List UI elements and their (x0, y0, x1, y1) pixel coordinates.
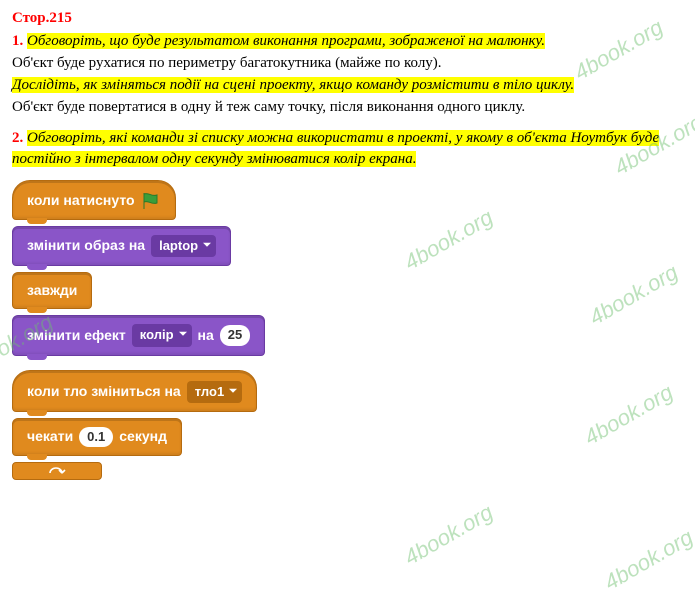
change-effect-label-mid: на (198, 326, 214, 346)
effect-dropdown[interactable]: колір (132, 324, 192, 346)
forever-block[interactable]: завжди (12, 272, 92, 310)
backdrop-dropdown[interactable]: тло1 (187, 381, 242, 403)
watermark: 4book.org (599, 523, 695, 598)
wait-label-post: секунд (119, 427, 167, 447)
task1-number: 1. (12, 33, 23, 49)
effect-amount-input[interactable]: 25 (220, 325, 250, 345)
change-effect-block[interactable]: змінити ефект колір на 25 (12, 315, 265, 355)
change-effect-label-pre: змінити ефект (27, 326, 126, 346)
task1-line1: Обговоріть, що буде результатом виконанн… (27, 33, 545, 49)
page-header: Стор.215 (12, 8, 683, 29)
change-costume-block[interactable]: змінити образ на laptop (12, 226, 231, 266)
wait-value-input[interactable]: 0.1 (79, 427, 113, 447)
wait-label-pre: чекати (27, 427, 73, 447)
task2-section: 2. Обговоріть, які команди зі списку мож… (12, 128, 683, 170)
wait-block[interactable]: чекати 0.1 секунд (12, 418, 182, 456)
green-flag-icon (141, 192, 161, 210)
scratch-blocks: коли натиснуто змінити образ на laptop з… (12, 180, 683, 480)
task2-number: 2. (12, 130, 23, 146)
task1-line2: Об'єкт буде рухатися по периметру багато… (12, 53, 683, 74)
task1-line3: Дослідіть, як зміняться події на сцені п… (12, 77, 574, 93)
task2-line1: Обговоріть, які команди зі списку можна … (12, 130, 659, 167)
when-flag-label: коли натиснуто (27, 191, 135, 211)
when-flag-clicked-block[interactable]: коли натиснуто (12, 180, 176, 220)
task1-line4: Об'єкт буде повертатися в одну й теж сам… (12, 97, 683, 118)
costume-dropdown[interactable]: laptop (151, 235, 216, 257)
loop-footer-block[interactable] (12, 462, 102, 480)
task1-section: 1. Обговоріть, що буде результатом викон… (12, 31, 683, 118)
when-backdrop-label: коли тло зміниться на (27, 382, 181, 402)
when-backdrop-block[interactable]: коли тло зміниться на тло1 (12, 370, 257, 412)
forever-label: завжди (27, 281, 77, 301)
watermark: 4book.org (399, 498, 499, 574)
change-costume-label: змінити образ на (27, 236, 145, 256)
loop-arrow-icon (46, 465, 68, 477)
